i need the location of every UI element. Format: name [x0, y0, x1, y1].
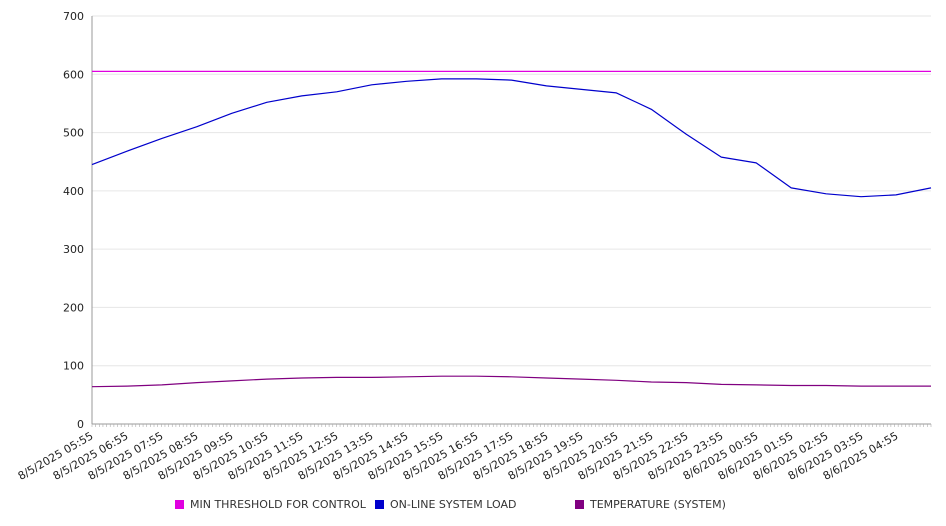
legend-swatch-min-threshold — [175, 500, 184, 509]
y-tick-label-6: 600 — [63, 68, 84, 81]
legend-item-temperature[interactable]: TEMPERATURE (SYSTEM) — [575, 498, 726, 511]
legend-swatch-temperature — [575, 500, 584, 509]
series-lines — [91, 70, 932, 388]
y-tick-label-1: 100 — [63, 360, 84, 373]
chart-axes — [91, 16, 932, 427]
chart-gridlines — [92, 15, 931, 367]
y-axis-ticks: 0 100 200 300 400 500 600 700 — [63, 10, 84, 431]
legend-swatch-system-load — [375, 500, 384, 509]
legend-item-min-threshold[interactable]: MIN THRESHOLD FOR CONTROL — [175, 498, 366, 511]
y-tick-label-3: 300 — [63, 243, 84, 256]
y-tick-label-5: 500 — [63, 127, 84, 140]
legend-label-system-load: ON-LINE SYSTEM LOAD — [390, 498, 517, 511]
y-tick-label-0: 0 — [77, 418, 84, 431]
legend-label-temperature: TEMPERATURE (SYSTEM) — [590, 498, 726, 511]
y-tick-label-2: 200 — [63, 301, 84, 314]
legend-label-min-threshold: MIN THRESHOLD FOR CONTROL — [190, 498, 366, 511]
series-line-2 — [91, 375, 931, 388]
x-axis-ticks: 8/5/2025 05:558/5/2025 06:558/5/2025 07:… — [16, 429, 901, 483]
y-tick-label-4: 400 — [63, 185, 84, 198]
chart-legend: MIN THRESHOLD FOR CONTROL ON-LINE SYSTEM… — [0, 498, 946, 514]
y-tick-label-7: 700 — [63, 10, 84, 23]
legend-item-system-load[interactable]: ON-LINE SYSTEM LOAD — [375, 498, 516, 511]
series-line-1 — [91, 78, 932, 198]
